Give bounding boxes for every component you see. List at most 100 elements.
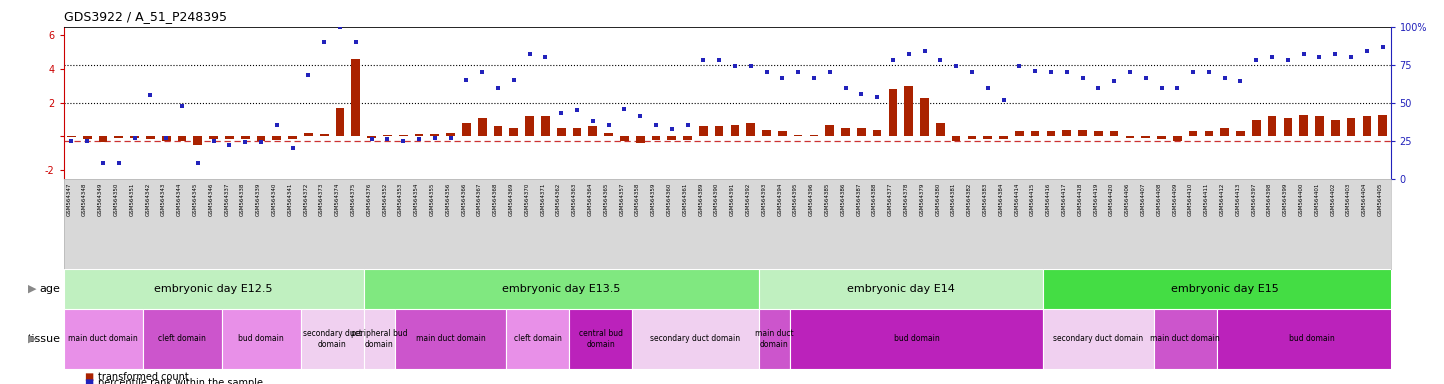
Text: GSM564363: GSM564363 [572, 182, 578, 215]
Text: secondary duct domain: secondary duct domain [1053, 334, 1144, 343]
Point [250, 139, 273, 145]
Bar [221, 309, 300, 369]
Point [849, 91, 872, 97]
Text: GSM564371: GSM564371 [540, 182, 546, 215]
Text: GSM564414: GSM564414 [1014, 182, 1019, 215]
Text: GSM564380: GSM564380 [936, 182, 940, 215]
Bar [1252, 119, 1261, 136]
Bar [446, 133, 455, 136]
Point [787, 70, 810, 76]
Bar [542, 116, 550, 136]
Point [1197, 70, 1220, 76]
Bar [1141, 136, 1149, 138]
Point [487, 84, 510, 91]
Point [360, 136, 383, 142]
Text: GSM564396: GSM564396 [809, 182, 814, 215]
Point [1324, 51, 1347, 57]
Text: GSM564406: GSM564406 [1125, 182, 1129, 215]
Bar [1217, 309, 1406, 369]
Text: GSM564391: GSM564391 [731, 182, 735, 215]
Text: GSM564373: GSM564373 [319, 182, 325, 215]
Text: main duct domain: main duct domain [416, 334, 485, 343]
Bar [225, 136, 234, 139]
Bar [351, 59, 360, 136]
Text: GSM564394: GSM564394 [777, 182, 783, 215]
Text: ▶: ▶ [27, 284, 36, 294]
Text: GSM564355: GSM564355 [430, 182, 435, 215]
Point [1245, 57, 1268, 63]
Text: GSM564415: GSM564415 [1030, 182, 1035, 215]
Bar [790, 309, 1043, 369]
Text: secondary duct domain: secondary duct domain [650, 334, 741, 343]
Text: GSM564343: GSM564343 [162, 182, 166, 215]
Point [91, 161, 114, 167]
Point [344, 39, 367, 45]
Bar [1043, 269, 1406, 309]
Bar [98, 136, 107, 142]
Bar [1125, 136, 1134, 138]
Bar [367, 136, 375, 138]
Bar [305, 133, 313, 136]
Point [1134, 75, 1157, 81]
Point [1229, 78, 1252, 84]
Text: GSM564398: GSM564398 [1266, 182, 1272, 215]
Point [976, 84, 999, 91]
Point [186, 161, 209, 167]
Point [660, 126, 683, 132]
Text: GSM564402: GSM564402 [1330, 182, 1336, 215]
Text: ▶: ▶ [27, 334, 36, 344]
Text: GSM564366: GSM564366 [462, 182, 466, 215]
Point [170, 103, 193, 109]
Text: GSM564352: GSM564352 [383, 182, 387, 215]
Text: GSM564405: GSM564405 [1378, 182, 1383, 215]
Point [739, 63, 762, 70]
Bar [1315, 116, 1324, 136]
Bar [872, 130, 881, 136]
Text: GSM564346: GSM564346 [208, 182, 214, 215]
Bar [1268, 116, 1276, 136]
Point [123, 134, 146, 141]
Text: GSM564384: GSM564384 [998, 182, 1004, 215]
Point [881, 57, 904, 63]
Bar [715, 126, 723, 136]
Text: GSM564357: GSM564357 [619, 182, 624, 215]
Text: GSM564362: GSM564362 [556, 182, 562, 215]
Bar [1079, 130, 1087, 136]
Text: GSM564344: GSM564344 [178, 182, 182, 215]
Text: GSM564365: GSM564365 [604, 182, 608, 215]
Bar [289, 136, 297, 139]
Point [391, 137, 414, 144]
Bar [758, 269, 1043, 309]
Point [107, 161, 130, 167]
Point [676, 122, 699, 129]
Bar [1031, 131, 1040, 136]
Bar [632, 309, 758, 369]
Text: GSM564420: GSM564420 [1109, 182, 1115, 215]
Text: GSM564382: GSM564382 [967, 182, 972, 215]
Point [1213, 75, 1236, 81]
Text: GSM564411: GSM564411 [1204, 182, 1209, 215]
Point [1040, 70, 1063, 76]
Point [1181, 70, 1204, 76]
Bar [1043, 309, 1154, 369]
Text: GSM564419: GSM564419 [1093, 182, 1099, 215]
Text: cleft domain: cleft domain [157, 334, 206, 343]
Bar [114, 136, 123, 138]
Bar [66, 136, 75, 137]
Point [407, 136, 430, 142]
Bar [794, 135, 803, 136]
Point [202, 137, 225, 144]
Bar [64, 309, 143, 369]
Bar [573, 128, 582, 136]
Text: GSM564395: GSM564395 [793, 182, 799, 215]
Point [1056, 70, 1079, 76]
Text: GSM564377: GSM564377 [888, 182, 892, 215]
Text: GSM564375: GSM564375 [351, 182, 355, 215]
Bar [1220, 128, 1229, 136]
Point [1024, 68, 1047, 74]
Point [865, 94, 888, 100]
Text: GSM564337: GSM564337 [224, 182, 230, 215]
Point [1308, 54, 1331, 60]
Point [155, 134, 178, 141]
Bar [936, 123, 944, 136]
